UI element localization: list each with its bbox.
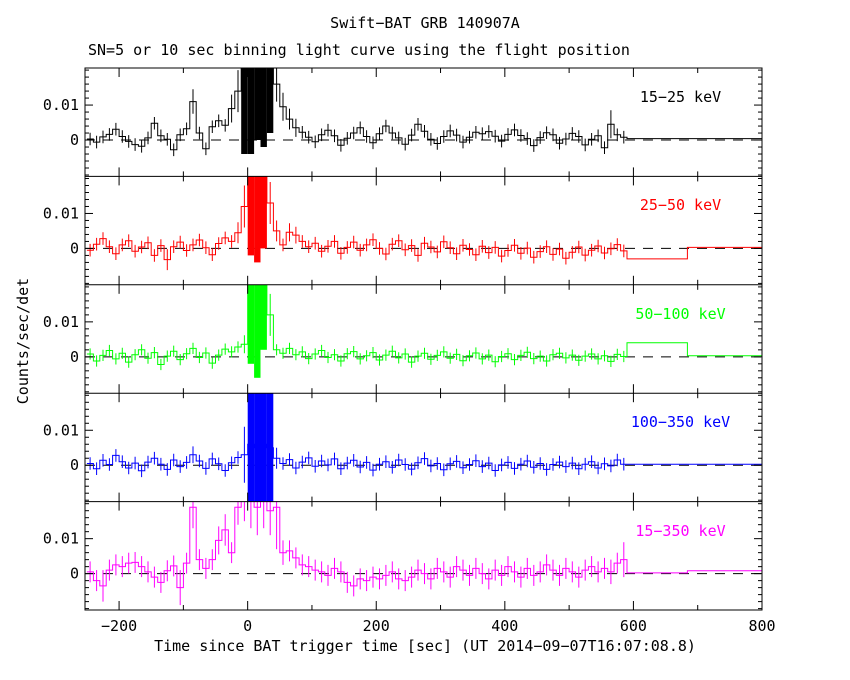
- panel-label-100-350-kev: 100−350 keV: [630, 413, 731, 432]
- y-tick-label: 0.01: [43, 205, 79, 223]
- x-tick-label: 600: [620, 617, 647, 635]
- panel-3-series: [86, 393, 762, 502]
- panel-3-plot: [85, 393, 762, 502]
- panel-label-25-50-kev: 25−50 keV: [639, 196, 722, 215]
- y-tick-label: 0: [70, 456, 79, 474]
- panel-4-series: [86, 501, 762, 606]
- panel-0-series: [86, 68, 762, 157]
- x-tick-label: 200: [363, 617, 390, 635]
- x-tick-label: −200: [101, 617, 137, 635]
- y-tick-label: 0.01: [43, 421, 79, 439]
- x-tick-label: 800: [748, 617, 775, 635]
- panel-label-15-25-kev: 15−25 keV: [639, 88, 722, 106]
- tick-labels: −200 0 200 400 600 800 0 0.01 0 0.01 0 0.01 0 0.01 0 0.…: [43, 96, 776, 635]
- panel-2-series: [86, 284, 762, 378]
- panel-0-plot: [85, 68, 762, 157]
- y-tick-label: 0: [70, 565, 79, 583]
- panel-label-50-100-kev: 50−100 keV: [635, 304, 726, 323]
- x-tick-label: 400: [491, 617, 518, 635]
- x-tick-label: 0: [243, 617, 252, 635]
- y-tick-label: 0.01: [43, 530, 79, 548]
- panel-1-series: [86, 176, 762, 271]
- panel-2-plot: [85, 284, 762, 378]
- panel-4-plot: [85, 501, 762, 606]
- axes: [84, 67, 763, 611]
- panel-1-plot: [85, 176, 762, 271]
- x-axis-label: Time since BAT trigger time [sec] (UT 20…: [154, 637, 696, 655]
- y-tick-label: 0: [70, 348, 79, 366]
- y-tick-label: 0: [70, 131, 79, 149]
- y-tick-label: 0: [70, 239, 79, 257]
- y-tick-label: 0.01: [43, 313, 79, 331]
- chart-subtitle: SN=5 or 10 sec binning light curve using…: [88, 41, 630, 59]
- chart-title: Swift−BAT GRB 140907A: [330, 14, 520, 32]
- panel-label-15-350-kev: 15−350 keV: [635, 521, 726, 540]
- y-tick-label: 0.01: [43, 96, 79, 114]
